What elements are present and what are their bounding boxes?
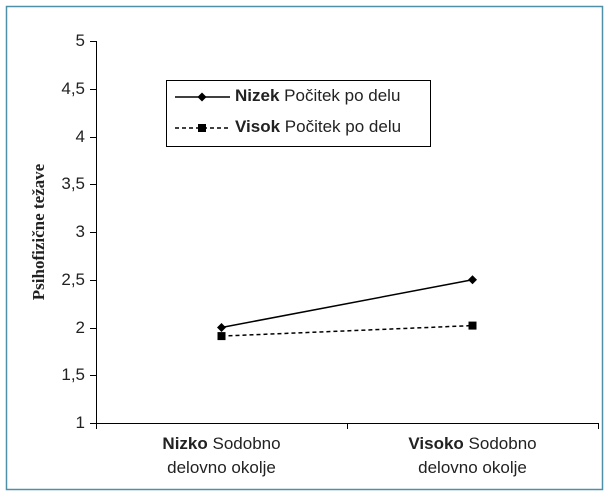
y-tick-label: 2 [76,318,85,337]
legend-symbol [197,92,207,102]
x-tick-label: Visoko Sodobno delovno okolje [408,434,536,477]
frame [5,5,604,491]
y-tick-label: 5 [76,31,85,50]
y-tick-label: 1 [76,413,85,432]
y-axis-label: Psihofizične težave [29,163,48,300]
legend-marker [198,124,206,132]
x-tick-label: Nizko Sodobno delovno okolje [162,434,280,477]
y-tick-label: 4,5 [61,79,85,98]
y-tick-label: 2,5 [61,270,85,289]
data-point [217,332,226,341]
data-point [468,275,477,285]
y-tick-label: 3,5 [61,174,85,193]
data-point [468,321,477,330]
legend-label: Nizek Počitek po delu [235,86,400,105]
legend-marker [197,92,207,102]
legend-symbol [198,124,206,132]
y-tick-label: 1,5 [61,365,85,384]
legend [166,80,431,147]
series-line [221,279,473,329]
y-tick-label: 4 [76,127,85,146]
data-point [217,323,226,332]
y-tick-label: 3 [76,222,85,241]
legend-label: Visok Počitek po delu [235,117,401,136]
